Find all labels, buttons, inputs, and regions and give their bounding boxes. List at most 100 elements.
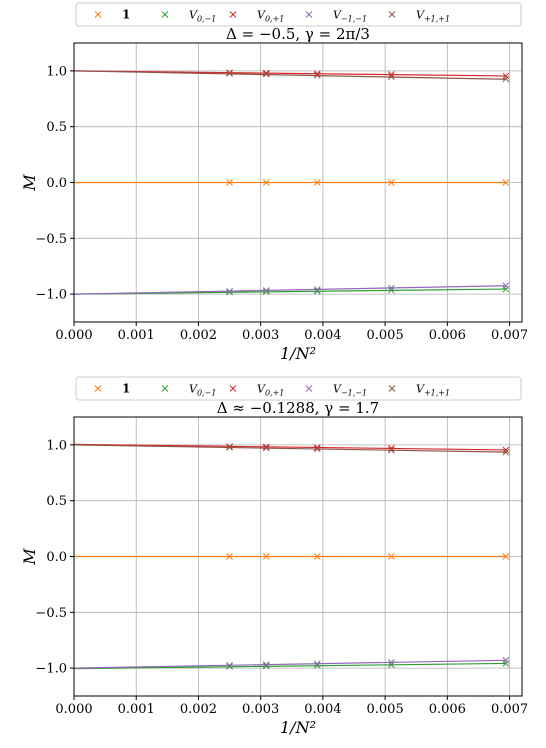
marker-stroke — [313, 287, 321, 295]
legend-marker-v-0-m1 — [161, 385, 169, 392]
data-point-v-p1-p1 — [502, 448, 510, 456]
data-point-v-m1-m1 — [502, 282, 510, 290]
marker-stroke — [502, 72, 510, 80]
legend-label: 1 — [122, 382, 130, 396]
marker-stroke — [502, 75, 510, 83]
y-tick-label: 0.0 — [46, 550, 67, 565]
x-tick-label: 0.000 — [55, 702, 92, 717]
marker-stroke — [313, 660, 321, 668]
data-point-v-m1-m1 — [313, 286, 321, 293]
data-point-v-p1-p1 — [262, 444, 270, 452]
data-point-v-0-p1 — [262, 443, 270, 451]
marker-stroke — [387, 73, 395, 80]
marker-stroke — [388, 11, 396, 18]
data-point-v-p1-p1 — [502, 75, 510, 83]
data-point-v-m1-m1 — [262, 287, 270, 294]
x-tick-label: 0.006 — [429, 702, 466, 717]
legend-box — [75, 376, 522, 401]
fit-line-v-m1-m1 — [73, 285, 506, 295]
data-point-identity — [502, 553, 510, 560]
legend-marker-v-m1-m1 — [305, 11, 313, 18]
x-tick-label: 0.004 — [304, 702, 341, 717]
fit-line-v-0-p1 — [73, 443, 506, 451]
chart-title: Δ = −0.5, γ = 2π/3 — [226, 25, 370, 43]
x-tick-label: 0.004 — [304, 328, 341, 343]
y-tick-label: −0.5 — [35, 232, 67, 247]
data-point-v-0-p1 — [387, 71, 395, 78]
fit-line-v-p1-p1 — [73, 70, 506, 80]
x-tick-label: 0.003 — [242, 702, 279, 717]
chart-svg-bottom: 0.000 0.001 0.002 0.003 0.004 0.005 0.006 0.007… — [20, 376, 528, 737]
marker-stroke — [262, 444, 270, 452]
data-point-v-0-m1 — [387, 661, 395, 669]
marker-stroke — [387, 179, 395, 186]
marker-stroke — [226, 661, 233, 669]
data-point-v-0-m1 — [387, 286, 395, 294]
data-point-v-m1-m1 — [313, 660, 321, 668]
marker-stroke — [262, 443, 270, 451]
data-point-v-0-p1 — [313, 444, 321, 451]
marker-stroke — [161, 385, 169, 392]
legend-marker-v-0-m1 — [161, 11, 169, 18]
marker-stroke — [305, 385, 313, 392]
legend-label: V+1,+1 — [416, 9, 450, 24]
marker-stroke — [502, 660, 510, 667]
marker-stroke — [305, 11, 313, 18]
x-tick-label: 0.000 — [55, 328, 92, 343]
marker-stroke — [226, 553, 233, 560]
y-tick-label: 1.0 — [46, 438, 67, 453]
marker-stroke — [502, 282, 510, 290]
data-point-v-0-m1 — [313, 662, 321, 669]
legend-label: V0,+1 — [257, 9, 284, 24]
data-point-v-0-p1 — [502, 446, 510, 454]
data-point-v-p1-p1 — [226, 70, 233, 77]
x-tick-label: 0.005 — [367, 328, 404, 343]
y-tick-label: −1.0 — [35, 662, 67, 677]
legend-marker-v-0-p1 — [229, 385, 237, 392]
data-point-v-0-p1 — [262, 69, 270, 77]
marker-stroke — [313, 553, 321, 560]
data-point-identity — [313, 553, 321, 560]
marker-stroke — [262, 662, 270, 670]
marker-stroke — [502, 553, 510, 560]
data-point-identity — [502, 179, 510, 186]
marker-stroke — [502, 448, 510, 456]
x-tick-label: 0.006 — [429, 328, 466, 343]
data-point-v-m1-m1 — [226, 287, 233, 295]
x-tick-label: 0.005 — [367, 702, 404, 717]
marker-stroke — [313, 662, 321, 669]
x-tick-label: 0.002 — [180, 702, 217, 717]
marker-stroke — [502, 179, 510, 186]
data-point-v-0-m1 — [262, 288, 270, 295]
x-tick-label: 0.003 — [242, 328, 279, 343]
marker-stroke — [387, 659, 395, 666]
x-tick-label: 0.001 — [118, 328, 155, 343]
marker-stroke — [313, 445, 321, 453]
legend-marker-v-p1-p1 — [388, 11, 396, 18]
marker-stroke — [388, 385, 396, 392]
legend-label: 1 — [122, 8, 130, 22]
chart-title: Δ ≈ −0.1288, γ = 1.7 — [217, 399, 379, 417]
marker-stroke — [502, 656, 510, 664]
marker-stroke — [226, 663, 233, 670]
marker-stroke — [226, 179, 233, 186]
legend-box — [75, 2, 522, 27]
data-point-v-0-m1 — [226, 663, 233, 670]
fit-line-v-p1-p1 — [73, 444, 506, 453]
data-point-identity — [226, 179, 233, 186]
data-point-identity — [262, 179, 270, 186]
marker-stroke — [94, 11, 102, 18]
legend-label: V+1,+1 — [416, 383, 450, 398]
data-point-v-0-m1 — [502, 660, 510, 667]
chart-svg-top: 0.000 0.001 0.002 0.003 0.004 0.005 0.006 0.007… — [20, 2, 528, 363]
y-tick-label: 1.0 — [46, 64, 67, 79]
data-point-identity — [387, 179, 395, 186]
data-point-v-0-p1 — [313, 70, 321, 78]
chart-panel-bottom: 0.000 0.001 0.002 0.003 0.004 0.005 0.006 0.007… — [0, 374, 546, 748]
data-point-v-p1-p1 — [262, 70, 270, 78]
y-axis-label: M — [20, 174, 39, 192]
marker-stroke — [262, 661, 270, 668]
marker-stroke — [313, 444, 321, 451]
data-point-v-0-m1 — [313, 287, 321, 295]
x-tick-label: 0.002 — [180, 328, 217, 343]
